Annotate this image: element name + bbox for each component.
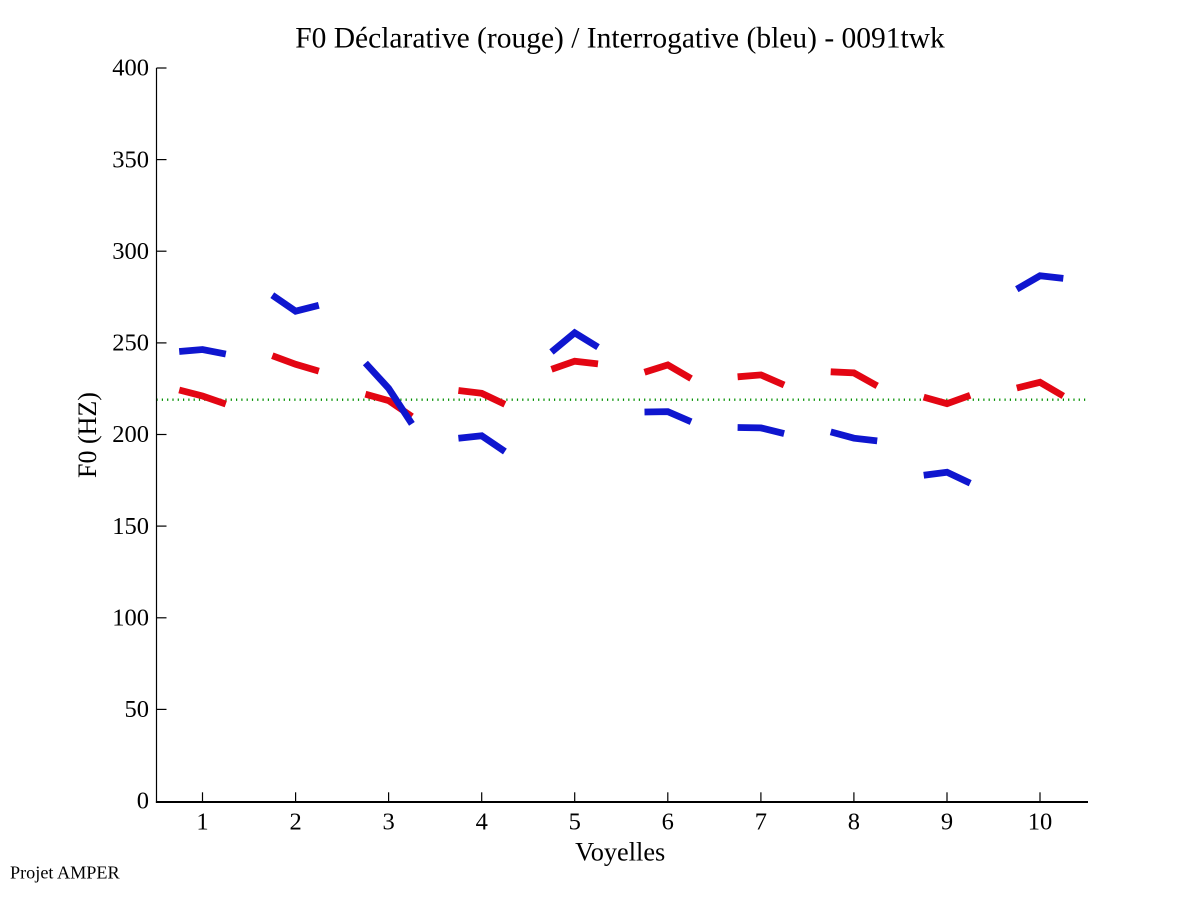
- svg-text:Voyelles: Voyelles: [575, 838, 665, 867]
- svg-text:300: 300: [112, 238, 149, 265]
- svg-text:F0 Déclarative (rouge) / Inter: F0 Déclarative (rouge) / Interrogative (…: [295, 23, 945, 55]
- svg-text:6: 6: [662, 809, 674, 836]
- svg-text:Projet AMPER: Projet AMPER: [10, 862, 121, 882]
- svg-text:9: 9: [941, 809, 953, 836]
- svg-text:F0 (HZ): F0 (HZ): [73, 392, 102, 478]
- svg-text:150: 150: [112, 513, 149, 540]
- svg-text:10: 10: [1028, 809, 1053, 836]
- svg-text:50: 50: [125, 696, 150, 723]
- svg-text:100: 100: [112, 605, 149, 632]
- svg-text:350: 350: [112, 146, 149, 173]
- svg-text:1: 1: [196, 809, 208, 836]
- svg-text:0: 0: [137, 787, 149, 814]
- svg-text:5: 5: [569, 809, 581, 836]
- svg-text:4: 4: [476, 809, 488, 836]
- svg-text:200: 200: [112, 421, 149, 448]
- svg-text:250: 250: [112, 330, 149, 357]
- svg-text:2: 2: [289, 809, 301, 836]
- svg-text:3: 3: [382, 809, 394, 836]
- svg-text:8: 8: [848, 809, 860, 836]
- svg-text:400: 400: [112, 55, 149, 82]
- svg-text:7: 7: [755, 809, 767, 836]
